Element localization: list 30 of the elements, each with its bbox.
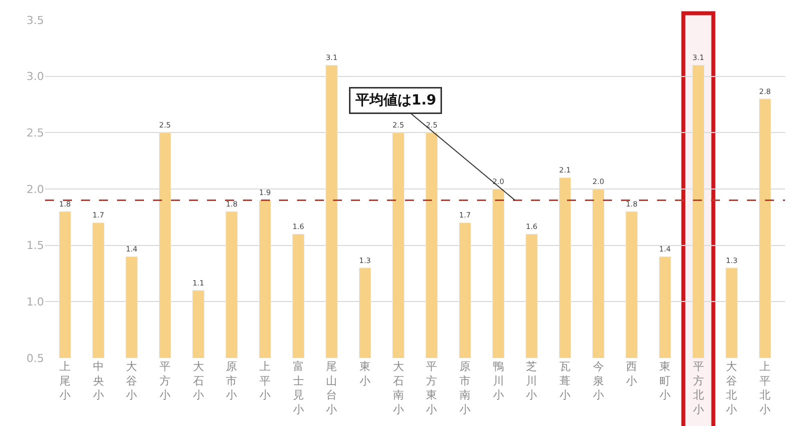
y-tick-label: 1.5: [26, 239, 44, 252]
x-tick-label: 平方小: [160, 360, 170, 402]
x-tick-label: 大谷北小: [726, 360, 738, 416]
x-tick-label: 中央小: [92, 360, 104, 402]
x-tick-label: 大谷小: [126, 360, 138, 402]
x-tick-label: 今泉小: [592, 360, 604, 402]
x-tick-label: 上平小: [260, 360, 270, 402]
y-tick-label: 2.5: [26, 126, 44, 140]
x-tick-label: 大石小: [192, 360, 204, 402]
x-tick-label: 原市南小: [460, 360, 470, 416]
ref-line-label: 平均値は1.9: [354, 92, 436, 108]
x-tick-label: 鴨川小: [492, 360, 504, 402]
x-tick-label: 平方北小: [692, 360, 704, 416]
x-tick-label: 東小: [360, 360, 370, 388]
x-tick-label: 瓦葺小: [560, 360, 570, 402]
y-tick-label: 3.0: [26, 70, 44, 84]
x-tick-label: 西小: [626, 360, 638, 388]
x-tick-label: 原市小: [226, 360, 238, 402]
x-tick-label: 大石南小: [392, 360, 404, 416]
x-tick-label: 平方東小: [426, 360, 438, 416]
y-tick-label: 1.0: [26, 296, 44, 309]
x-tick-label: 尾山台小: [326, 360, 338, 416]
x-tick-label: 上尾小: [60, 360, 70, 402]
x-tick-label: 富士見小: [292, 360, 304, 416]
y-tick-label: 3.5: [26, 14, 44, 27]
y-tick-label: 2.0: [26, 182, 44, 196]
x-tick-label: 上平北小: [760, 360, 770, 416]
x-tick-label: 東町小: [660, 360, 670, 402]
y-tick-label: 0.5: [26, 352, 44, 365]
x-tick-label: 芝川小: [526, 360, 538, 402]
